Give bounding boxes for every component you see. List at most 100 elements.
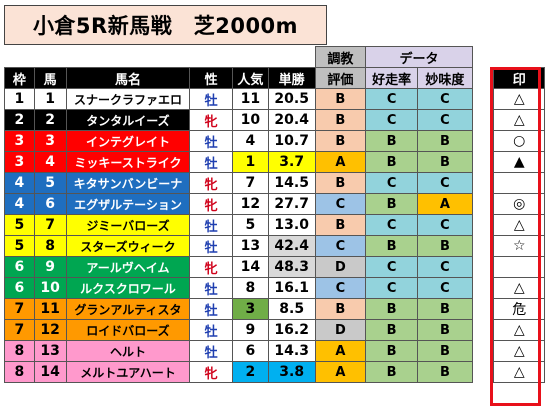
uma-cell: 9 xyxy=(33,256,67,278)
prediction-mark-cell: △ xyxy=(493,214,545,236)
odds-cell: 48.3 xyxy=(267,256,316,278)
good-run-rate-cell: B xyxy=(365,319,419,341)
waku-cell: 4 xyxy=(4,172,35,194)
waku-cell: 5 xyxy=(4,214,35,236)
value-degree-cell: B xyxy=(417,130,473,152)
table-row: 3 3 インテグレイト牡 4 10.7 B B B ○ xyxy=(4,130,545,152)
sex-cell: 牡 xyxy=(189,151,233,173)
horse-name-cell: スターズウィーク xyxy=(65,235,191,257)
sex-cell: 牡 xyxy=(189,130,233,152)
table-row: 7 12 ロイドバローズ牡 9 16.2 D B B △ xyxy=(4,319,545,341)
table-row: 6 9 アールヴヘイム牝 14 48.3 D C C xyxy=(4,256,545,278)
horse-name-cell: ジミーバローズ xyxy=(65,214,191,236)
popularity-cell: 5 xyxy=(231,214,269,236)
sex-cell: 牡 xyxy=(189,214,233,236)
sex-cell: 牝 xyxy=(189,361,233,383)
waku-cell: 5 xyxy=(4,235,35,257)
popularity-cell: 12 xyxy=(231,193,269,215)
good-run-rate-cell: C xyxy=(365,88,419,110)
header-chokyo: 調教 xyxy=(314,46,367,68)
sex-cell: 牡 xyxy=(189,298,233,320)
uma-cell: 13 xyxy=(33,340,67,362)
good-run-rate-cell: B xyxy=(365,193,419,215)
horse-name-cell: ミッキーストライク xyxy=(65,151,191,173)
value-degree-cell: B xyxy=(417,319,473,341)
training-eval-cell: C xyxy=(314,277,367,299)
horse-name-cell: ロイドバローズ xyxy=(65,319,191,341)
sex-cell: 牡 xyxy=(189,319,233,341)
header-eval: 評価 xyxy=(314,67,367,89)
race-table: 調教 データ 枠 馬 馬名 性 人気 単勝 評価 好走率 妙味度 印 1 1 スナー… xyxy=(4,46,545,383)
waku-cell: 6 xyxy=(4,277,35,299)
table-row: 5 8 スターズウィーク牡 13 42.4 C B B ☆ xyxy=(4,235,545,257)
popularity-cell: 2 xyxy=(231,361,269,383)
good-run-rate-cell: B xyxy=(365,361,419,383)
horse-name-cell: タンタルイーズ xyxy=(65,109,191,131)
table-row: 8 13 ヘルト牡 6 14.3 A B B △ xyxy=(4,340,545,362)
table-row: 4 5 キタサンバンビーナ牝 7 14.5 B C C xyxy=(4,172,545,194)
horse-name-cell: キタサンバンビーナ xyxy=(65,172,191,194)
prediction-mark-cell: ○ xyxy=(493,130,545,152)
odds-cell: 14.5 xyxy=(267,172,316,194)
table-row: 6 10 ルクスクロワール牡 8 16.1 C C C △ xyxy=(4,277,545,299)
good-run-rate-cell: C xyxy=(365,109,419,131)
uma-cell: 5 xyxy=(33,172,67,194)
training-eval-cell: C xyxy=(314,193,367,215)
header-sosoritsu: 好走率 xyxy=(365,67,419,89)
popularity-cell: 4 xyxy=(231,130,269,152)
header-odds: 単勝 xyxy=(267,67,316,89)
value-degree-cell: B xyxy=(417,361,473,383)
sex-cell: 牡 xyxy=(189,235,233,257)
odds-cell: 10.7 xyxy=(267,130,316,152)
uma-cell: 6 xyxy=(33,193,67,215)
uma-cell: 4 xyxy=(33,151,67,173)
uma-cell: 3 xyxy=(33,130,67,152)
good-run-rate-cell: C xyxy=(365,256,419,278)
training-eval-cell: D xyxy=(314,256,367,278)
good-run-rate-cell: B xyxy=(365,151,419,173)
odds-cell: 20.4 xyxy=(267,109,316,131)
horse-name-cell: ヘルト xyxy=(65,340,191,362)
sex-cell: 牝 xyxy=(189,172,233,194)
sex-cell: 牝 xyxy=(189,256,233,278)
uma-cell: 11 xyxy=(33,298,67,320)
value-degree-cell: C xyxy=(417,256,473,278)
popularity-cell: 14 xyxy=(231,256,269,278)
value-degree-cell: C xyxy=(417,109,473,131)
uma-cell: 12 xyxy=(33,319,67,341)
value-degree-cell: B xyxy=(417,340,473,362)
prediction-mark-cell: ◎ xyxy=(493,193,545,215)
header-pop: 人気 xyxy=(231,67,269,89)
header-data: データ xyxy=(365,46,473,68)
header-name: 馬名 xyxy=(65,67,191,89)
sex-cell: 牡 xyxy=(189,88,233,110)
horse-name-cell: アールヴヘイム xyxy=(65,256,191,278)
popularity-cell: 1 xyxy=(231,151,269,173)
value-degree-cell: B xyxy=(417,235,473,257)
odds-cell: 27.7 xyxy=(267,193,316,215)
odds-cell: 42.4 xyxy=(267,235,316,257)
value-degree-cell: C xyxy=(417,172,473,194)
waku-cell: 8 xyxy=(4,340,35,362)
odds-cell: 13.0 xyxy=(267,214,316,236)
prediction-mark-cell xyxy=(493,256,545,278)
popularity-cell: 3 xyxy=(231,298,269,320)
value-degree-cell: B xyxy=(417,298,473,320)
uma-cell: 14 xyxy=(33,361,67,383)
training-eval-cell: B xyxy=(314,130,367,152)
odds-cell: 16.1 xyxy=(267,277,316,299)
good-run-rate-cell: C xyxy=(365,214,419,236)
popularity-cell: 6 xyxy=(231,340,269,362)
horse-name-cell: スナークラファエロ xyxy=(65,88,191,110)
sex-cell: 牡 xyxy=(189,277,233,299)
waku-cell: 3 xyxy=(4,130,35,152)
value-degree-cell: C xyxy=(417,214,473,236)
horse-name-cell: インテグレイト xyxy=(65,130,191,152)
header-mark: 印 xyxy=(493,67,545,89)
popularity-cell: 11 xyxy=(231,88,269,110)
table-row: 8 14 メルトユアハート牝 2 3.8 A B B △ xyxy=(4,361,545,383)
sex-cell: 牝 xyxy=(189,193,233,215)
training-eval-cell: B xyxy=(314,298,367,320)
good-run-rate-cell: C xyxy=(365,277,419,299)
sex-cell: 牝 xyxy=(189,109,233,131)
